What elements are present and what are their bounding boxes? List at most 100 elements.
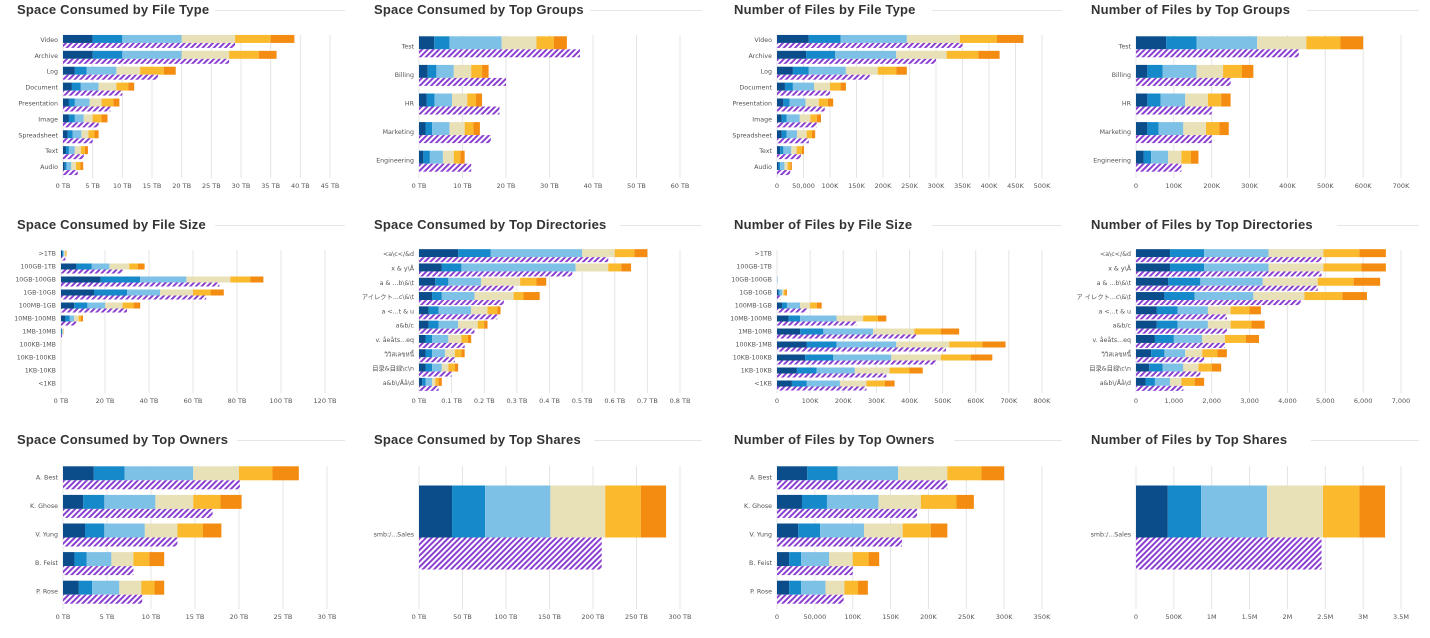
bar-segment[interactable] [63, 494, 84, 509]
bar-segment[interactable] [777, 34, 809, 43]
bar-segment[interactable] [448, 277, 481, 286]
bar-segment[interactable] [128, 82, 135, 91]
bar-segment[interactable] [1166, 36, 1197, 50]
hatched-bar[interactable] [1136, 357, 1205, 363]
bar-segment[interactable] [435, 377, 439, 386]
bar-segment[interactable] [1136, 363, 1150, 372]
bar-segment[interactable] [74, 315, 79, 322]
bar-segment[interactable] [1221, 93, 1231, 107]
bar-segment[interactable] [798, 523, 821, 538]
bar-segment[interactable] [68, 114, 75, 123]
bar-segment[interactable] [1136, 263, 1171, 272]
hatched-bar[interactable] [777, 154, 801, 160]
hatched-bar[interactable] [1136, 106, 1212, 115]
bar-segment[interactable] [61, 315, 66, 322]
bar-segment[interactable] [808, 34, 841, 43]
bar-segment[interactable] [63, 580, 79, 595]
hatched-bar[interactable] [419, 300, 504, 306]
bar-segment[interactable] [805, 98, 819, 107]
hatched-bar[interactable] [777, 334, 917, 339]
bar-segment[interactable] [1136, 334, 1155, 343]
bar-segment[interactable] [92, 580, 120, 595]
bar-segment[interactable] [80, 315, 83, 322]
bar-segment[interactable] [1194, 292, 1254, 301]
bar-segment[interactable] [116, 82, 129, 91]
bar-segment[interactable] [1230, 320, 1252, 329]
hatched-bar[interactable] [1136, 385, 1184, 391]
bar-segment[interactable] [68, 98, 75, 107]
bar-segment[interactable] [777, 302, 782, 309]
bar-segment[interactable] [477, 320, 485, 329]
bar-segment[interactable] [122, 302, 134, 309]
bar-segment[interactable] [810, 302, 817, 309]
bar-segment[interactable] [434, 93, 453, 107]
bar-segment[interactable] [1361, 263, 1386, 272]
bar-segment[interactable] [425, 122, 433, 136]
bar-segment[interactable] [432, 122, 450, 136]
bar-segment[interactable] [1262, 277, 1318, 286]
hatched-bar[interactable] [777, 594, 844, 604]
bar-segment[interactable] [845, 66, 878, 75]
bar-segment[interactable] [119, 580, 142, 595]
bar-segment[interactable] [61, 276, 101, 283]
hatched-bar[interactable] [419, 357, 455, 363]
bar-segment[interactable] [111, 552, 134, 567]
bar-segment[interactable] [777, 162, 779, 171]
bar-segment[interactable] [62, 328, 63, 335]
bar-segment[interactable] [68, 146, 75, 155]
bar-segment[interactable] [868, 552, 880, 567]
bar-segment[interactable] [823, 328, 874, 335]
bar-segment[interactable] [422, 377, 426, 386]
bar-segment[interactable] [1268, 263, 1324, 272]
bar-segment[interactable] [940, 354, 971, 361]
bar-segment[interactable] [796, 146, 802, 155]
bar-segment[interactable] [74, 66, 87, 75]
bar-segment[interactable] [442, 150, 454, 164]
bar-segment[interactable] [63, 466, 94, 481]
bar-segment[interactable] [85, 523, 105, 538]
bar-segment[interactable] [801, 146, 805, 155]
hatched-bar[interactable] [419, 135, 491, 144]
bar-segment[interactable] [634, 249, 648, 258]
bar-segment[interactable] [66, 162, 72, 171]
hatched-bar[interactable] [63, 122, 99, 128]
hatched-bar[interactable] [777, 58, 936, 64]
bar-segment[interactable] [946, 50, 979, 59]
bar-segment[interactable] [133, 552, 150, 567]
bar-segment[interactable] [471, 64, 483, 78]
bar-segment[interactable] [474, 292, 514, 301]
hatched-bar[interactable] [419, 385, 439, 391]
bar-segment[interactable] [63, 146, 66, 155]
bar-segment[interactable] [104, 494, 156, 509]
bar-segment[interactable] [797, 130, 807, 139]
bar-segment[interactable] [1136, 320, 1157, 329]
bar-segment[interactable] [1136, 306, 1157, 315]
bar-segment[interactable] [1177, 306, 1208, 315]
hatched-bar[interactable] [777, 90, 830, 96]
bar-segment[interactable] [777, 130, 782, 139]
hatched-bar[interactable] [777, 122, 817, 128]
bar-segment[interactable] [64, 250, 66, 257]
bar-segment[interactable] [138, 263, 145, 270]
bar-segment[interactable] [1317, 277, 1354, 286]
bar-segment[interactable] [810, 114, 817, 123]
hatched-bar[interactable] [777, 106, 825, 112]
bar-segment[interactable] [122, 50, 182, 59]
bar-segment[interactable] [940, 328, 960, 335]
bar-segment[interactable] [830, 82, 841, 91]
bar-segment[interactable] [858, 580, 868, 595]
bar-segment[interactable] [836, 341, 897, 348]
bar-segment[interactable] [777, 289, 779, 296]
bar-segment[interactable] [873, 328, 915, 335]
bar-segment[interactable] [425, 363, 433, 372]
bar-segment[interactable] [786, 114, 800, 123]
bar-segment[interactable] [454, 349, 462, 358]
bar-segment[interactable] [898, 466, 948, 481]
hatched-bar[interactable] [61, 334, 63, 339]
hatched-bar[interactable] [777, 480, 948, 490]
bar-segment[interactable] [1136, 485, 1168, 538]
hatched-bar[interactable] [63, 170, 78, 176]
bar-segment[interactable] [65, 146, 69, 155]
bar-segment[interactable] [777, 50, 807, 59]
hatched-bar[interactable] [777, 138, 809, 144]
